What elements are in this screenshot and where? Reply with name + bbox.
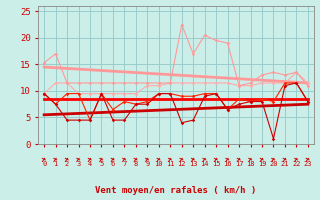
X-axis label: Vent moyen/en rafales ( km/h ): Vent moyen/en rafales ( km/h ) bbox=[95, 186, 257, 195]
